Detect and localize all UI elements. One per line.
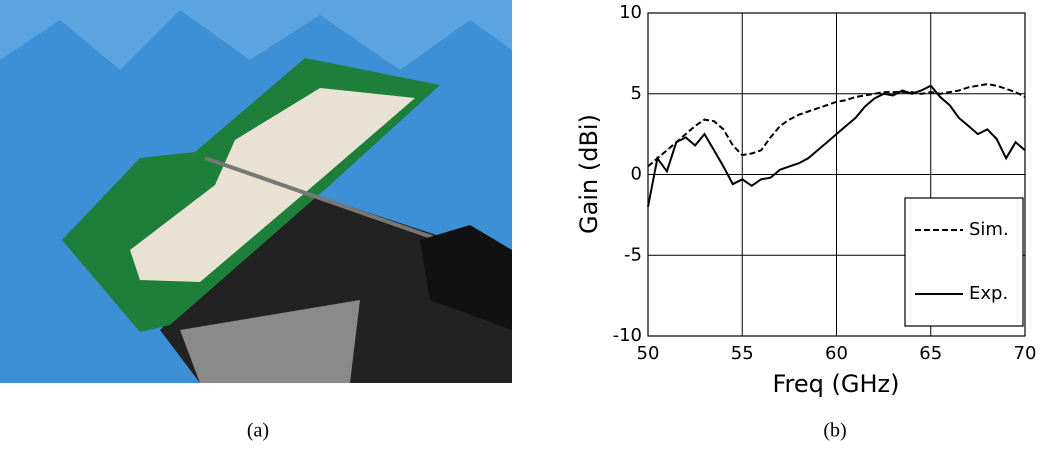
x-tick-label: 60 [825,343,848,364]
y-tick-label: 0 [631,164,642,185]
y-tick-label: 10 [619,2,642,23]
y-tick-label: -5 [624,244,642,265]
legend-label: Exp. [969,283,1008,304]
probe [204,156,441,242]
foam-texture [0,0,512,70]
mount [180,300,360,383]
series-line [647,84,1026,207]
pcb-traces [130,88,415,282]
legend-box [904,197,1024,327]
caption: (b) [823,420,846,442]
x-tick-label: 70 [1014,343,1037,364]
legend-label: Sim. [969,219,1009,240]
photo [0,0,512,383]
probe-head [420,225,512,330]
caption: (a) [247,420,269,442]
x-tick-label: 50 [637,343,660,364]
plot-frame [647,12,1026,337]
y-axis-label: Gain (dBi) [575,114,603,234]
y-tick-label: -10 [613,325,642,346]
x-tick-label: 65 [919,343,942,364]
x-axis-label: Freq (GHz) [773,370,900,398]
x-tick-label: 55 [731,343,754,364]
series-line [647,83,1026,168]
y-tick-label: 5 [631,83,642,104]
